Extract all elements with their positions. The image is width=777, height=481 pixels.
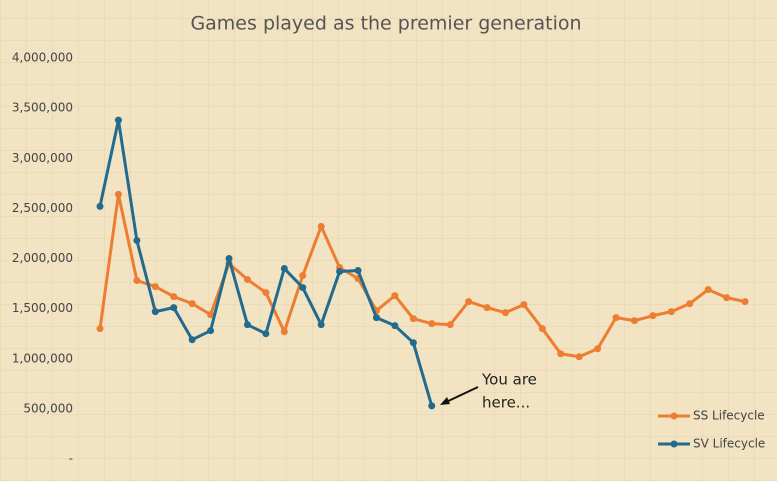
marker <box>133 236 141 244</box>
legend-swatch-marker <box>670 440 678 448</box>
annotation-arrow <box>443 386 479 404</box>
annotation-arrowhead <box>440 397 450 405</box>
marker <box>630 317 638 325</box>
marker <box>446 321 454 329</box>
y-tick-label: 500,000 <box>23 401 73 415</box>
marker <box>317 321 325 329</box>
y-tick-label: 4,000,000 <box>12 51 73 65</box>
marker <box>501 309 509 317</box>
marker <box>557 350 565 358</box>
marker <box>667 308 675 316</box>
marker <box>575 353 583 361</box>
marker <box>299 284 307 292</box>
marker <box>704 286 712 294</box>
marker <box>594 345 602 353</box>
y-tick-label: 2,500,000 <box>12 201 73 215</box>
marker <box>170 304 178 312</box>
y-tick-label: 3,500,000 <box>12 101 73 115</box>
annotation: here... <box>482 394 530 412</box>
marker <box>336 268 344 276</box>
marker <box>114 116 122 124</box>
marker <box>428 320 436 328</box>
marker <box>225 255 233 262</box>
marker <box>207 327 215 335</box>
y-tick-label: 3,000,000 <box>12 151 73 165</box>
marker <box>243 321 251 329</box>
marker <box>483 304 491 312</box>
marker <box>538 325 546 333</box>
marker <box>741 298 749 306</box>
marker <box>151 283 159 291</box>
y-tick-label: 1,500,000 <box>12 301 73 315</box>
marker <box>317 222 325 230</box>
marker <box>151 308 159 316</box>
marker <box>409 315 417 323</box>
marker <box>465 298 473 306</box>
legend-label: SV Lifecycle <box>693 437 765 451</box>
marker <box>262 330 270 338</box>
marker <box>299 272 307 280</box>
marker <box>280 328 288 336</box>
marker <box>243 276 251 284</box>
marker <box>188 300 196 308</box>
marker <box>372 314 380 322</box>
marker <box>133 277 141 285</box>
y-tick-label: 2,000,000 <box>12 251 73 265</box>
annotation: You are <box>481 371 537 389</box>
legend-swatch-marker <box>670 412 678 420</box>
marker <box>612 314 620 322</box>
legend-label: SS Lifecycle <box>693 409 765 423</box>
marker <box>520 301 528 309</box>
marker <box>262 289 270 297</box>
marker <box>188 336 196 344</box>
marker <box>686 300 694 308</box>
marker <box>649 312 657 320</box>
marker <box>280 265 288 273</box>
chart-title: Games played as the premier generation <box>190 13 581 35</box>
marker <box>170 293 178 301</box>
marker <box>207 311 215 319</box>
y-tick-label: - <box>69 452 73 466</box>
marker <box>409 339 417 347</box>
marker <box>354 267 362 275</box>
marker <box>96 202 104 210</box>
marker <box>96 325 104 333</box>
marker <box>723 294 731 302</box>
marker <box>391 292 399 300</box>
line <box>98 192 746 359</box>
marker <box>428 402 436 410</box>
marker <box>114 190 122 198</box>
line <box>98 118 434 407</box>
marker <box>391 322 399 330</box>
y-tick-label: 1,000,000 <box>12 351 73 365</box>
